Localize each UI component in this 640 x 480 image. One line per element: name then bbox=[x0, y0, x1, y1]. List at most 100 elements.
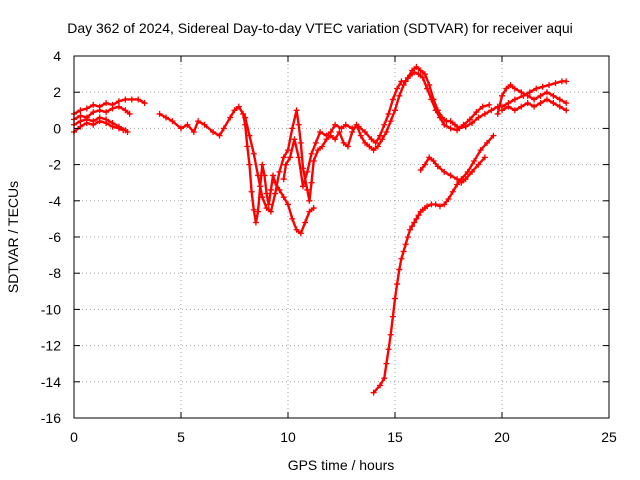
data-point bbox=[285, 147, 291, 154]
data-point bbox=[447, 172, 454, 179]
data-point bbox=[392, 295, 398, 302]
y-tick-label: -12 bbox=[41, 338, 61, 354]
data-point bbox=[556, 96, 563, 103]
data-point bbox=[276, 186, 283, 193]
data-point bbox=[255, 172, 262, 179]
data-point bbox=[550, 92, 557, 99]
y-tick-label: -10 bbox=[41, 301, 61, 317]
data-point bbox=[543, 89, 550, 96]
data-point bbox=[355, 123, 362, 130]
data-point bbox=[349, 125, 356, 132]
data-point bbox=[396, 92, 403, 99]
data-point bbox=[507, 81, 514, 88]
data-point bbox=[563, 107, 570, 114]
data-point bbox=[340, 139, 347, 146]
data-point bbox=[259, 161, 266, 168]
data-point bbox=[475, 114, 482, 121]
data-point bbox=[299, 183, 306, 190]
data-point bbox=[409, 223, 416, 230]
data-point bbox=[122, 96, 129, 103]
data-point bbox=[400, 81, 407, 88]
data-point bbox=[406, 72, 413, 79]
data-point bbox=[462, 176, 469, 183]
data-point bbox=[280, 176, 287, 183]
data-point bbox=[263, 190, 270, 197]
data-point bbox=[295, 154, 302, 161]
data-point bbox=[362, 129, 369, 136]
series-track-h bbox=[370, 132, 497, 396]
data-point bbox=[304, 186, 311, 193]
data-point bbox=[428, 96, 435, 103]
data-point bbox=[441, 201, 448, 208]
y-tick-label: 2 bbox=[53, 84, 61, 100]
data-point bbox=[259, 194, 266, 201]
data-point bbox=[282, 161, 289, 168]
y-tick-label: -8 bbox=[49, 265, 62, 281]
data-point bbox=[135, 96, 142, 103]
data-point bbox=[77, 118, 84, 125]
data-point bbox=[383, 360, 390, 367]
data-point bbox=[276, 168, 283, 175]
data-point bbox=[344, 143, 351, 150]
x-tick-label: 0 bbox=[70, 429, 78, 445]
data-point bbox=[248, 188, 255, 195]
data-series bbox=[71, 63, 570, 396]
data-point bbox=[272, 190, 279, 197]
x-tick-label: 20 bbox=[494, 429, 510, 445]
data-point bbox=[242, 114, 249, 121]
data-point bbox=[120, 127, 127, 134]
data-point bbox=[531, 96, 538, 103]
data-point bbox=[447, 125, 454, 132]
data-point bbox=[216, 132, 223, 139]
data-point bbox=[479, 103, 486, 110]
data-point bbox=[389, 313, 396, 320]
data-point bbox=[436, 203, 443, 210]
data-point bbox=[436, 114, 443, 121]
data-point bbox=[109, 105, 116, 112]
data-point bbox=[537, 100, 544, 107]
axis-ticks: 0 5 10 15 20 25 -16 -14 -12 -10 -8 -6 -4 -2 0 2 4 bbox=[41, 48, 617, 445]
data-point bbox=[336, 129, 343, 136]
data-point bbox=[546, 81, 553, 88]
x-tick-label: 25 bbox=[601, 429, 617, 445]
data-point bbox=[126, 110, 133, 117]
data-point bbox=[466, 116, 473, 123]
data-point bbox=[402, 78, 409, 85]
data-point bbox=[445, 195, 452, 202]
data-point bbox=[394, 85, 401, 92]
y-tick-label: 0 bbox=[53, 120, 61, 136]
data-point bbox=[511, 96, 518, 103]
series-markers bbox=[370, 132, 497, 396]
data-point bbox=[306, 208, 313, 215]
data-point bbox=[460, 121, 467, 128]
data-point bbox=[370, 389, 377, 396]
data-point bbox=[265, 201, 272, 208]
data-point bbox=[295, 121, 302, 128]
data-point bbox=[473, 109, 480, 116]
data-point bbox=[90, 101, 97, 108]
data-point bbox=[201, 121, 208, 128]
grid bbox=[74, 56, 609, 418]
series-line bbox=[72, 116, 129, 134]
data-point bbox=[490, 132, 497, 139]
data-point bbox=[77, 123, 84, 130]
data-point bbox=[250, 150, 257, 157]
data-point bbox=[250, 206, 257, 213]
data-point bbox=[372, 139, 379, 146]
data-point bbox=[195, 118, 202, 125]
data-point bbox=[411, 219, 418, 226]
data-point bbox=[400, 248, 407, 255]
data-point bbox=[511, 85, 518, 92]
data-point bbox=[227, 114, 234, 121]
data-point bbox=[469, 168, 476, 175]
data-point bbox=[556, 103, 563, 110]
data-point bbox=[550, 100, 557, 107]
series-track-k bbox=[494, 81, 570, 117]
data-point bbox=[190, 129, 197, 136]
data-point bbox=[103, 100, 110, 107]
data-point bbox=[394, 281, 401, 288]
x-axis-label: GPS time / hours bbox=[288, 457, 395, 473]
data-point bbox=[77, 112, 84, 119]
y-axis-label: SDTVAR / TECUs bbox=[5, 181, 21, 293]
